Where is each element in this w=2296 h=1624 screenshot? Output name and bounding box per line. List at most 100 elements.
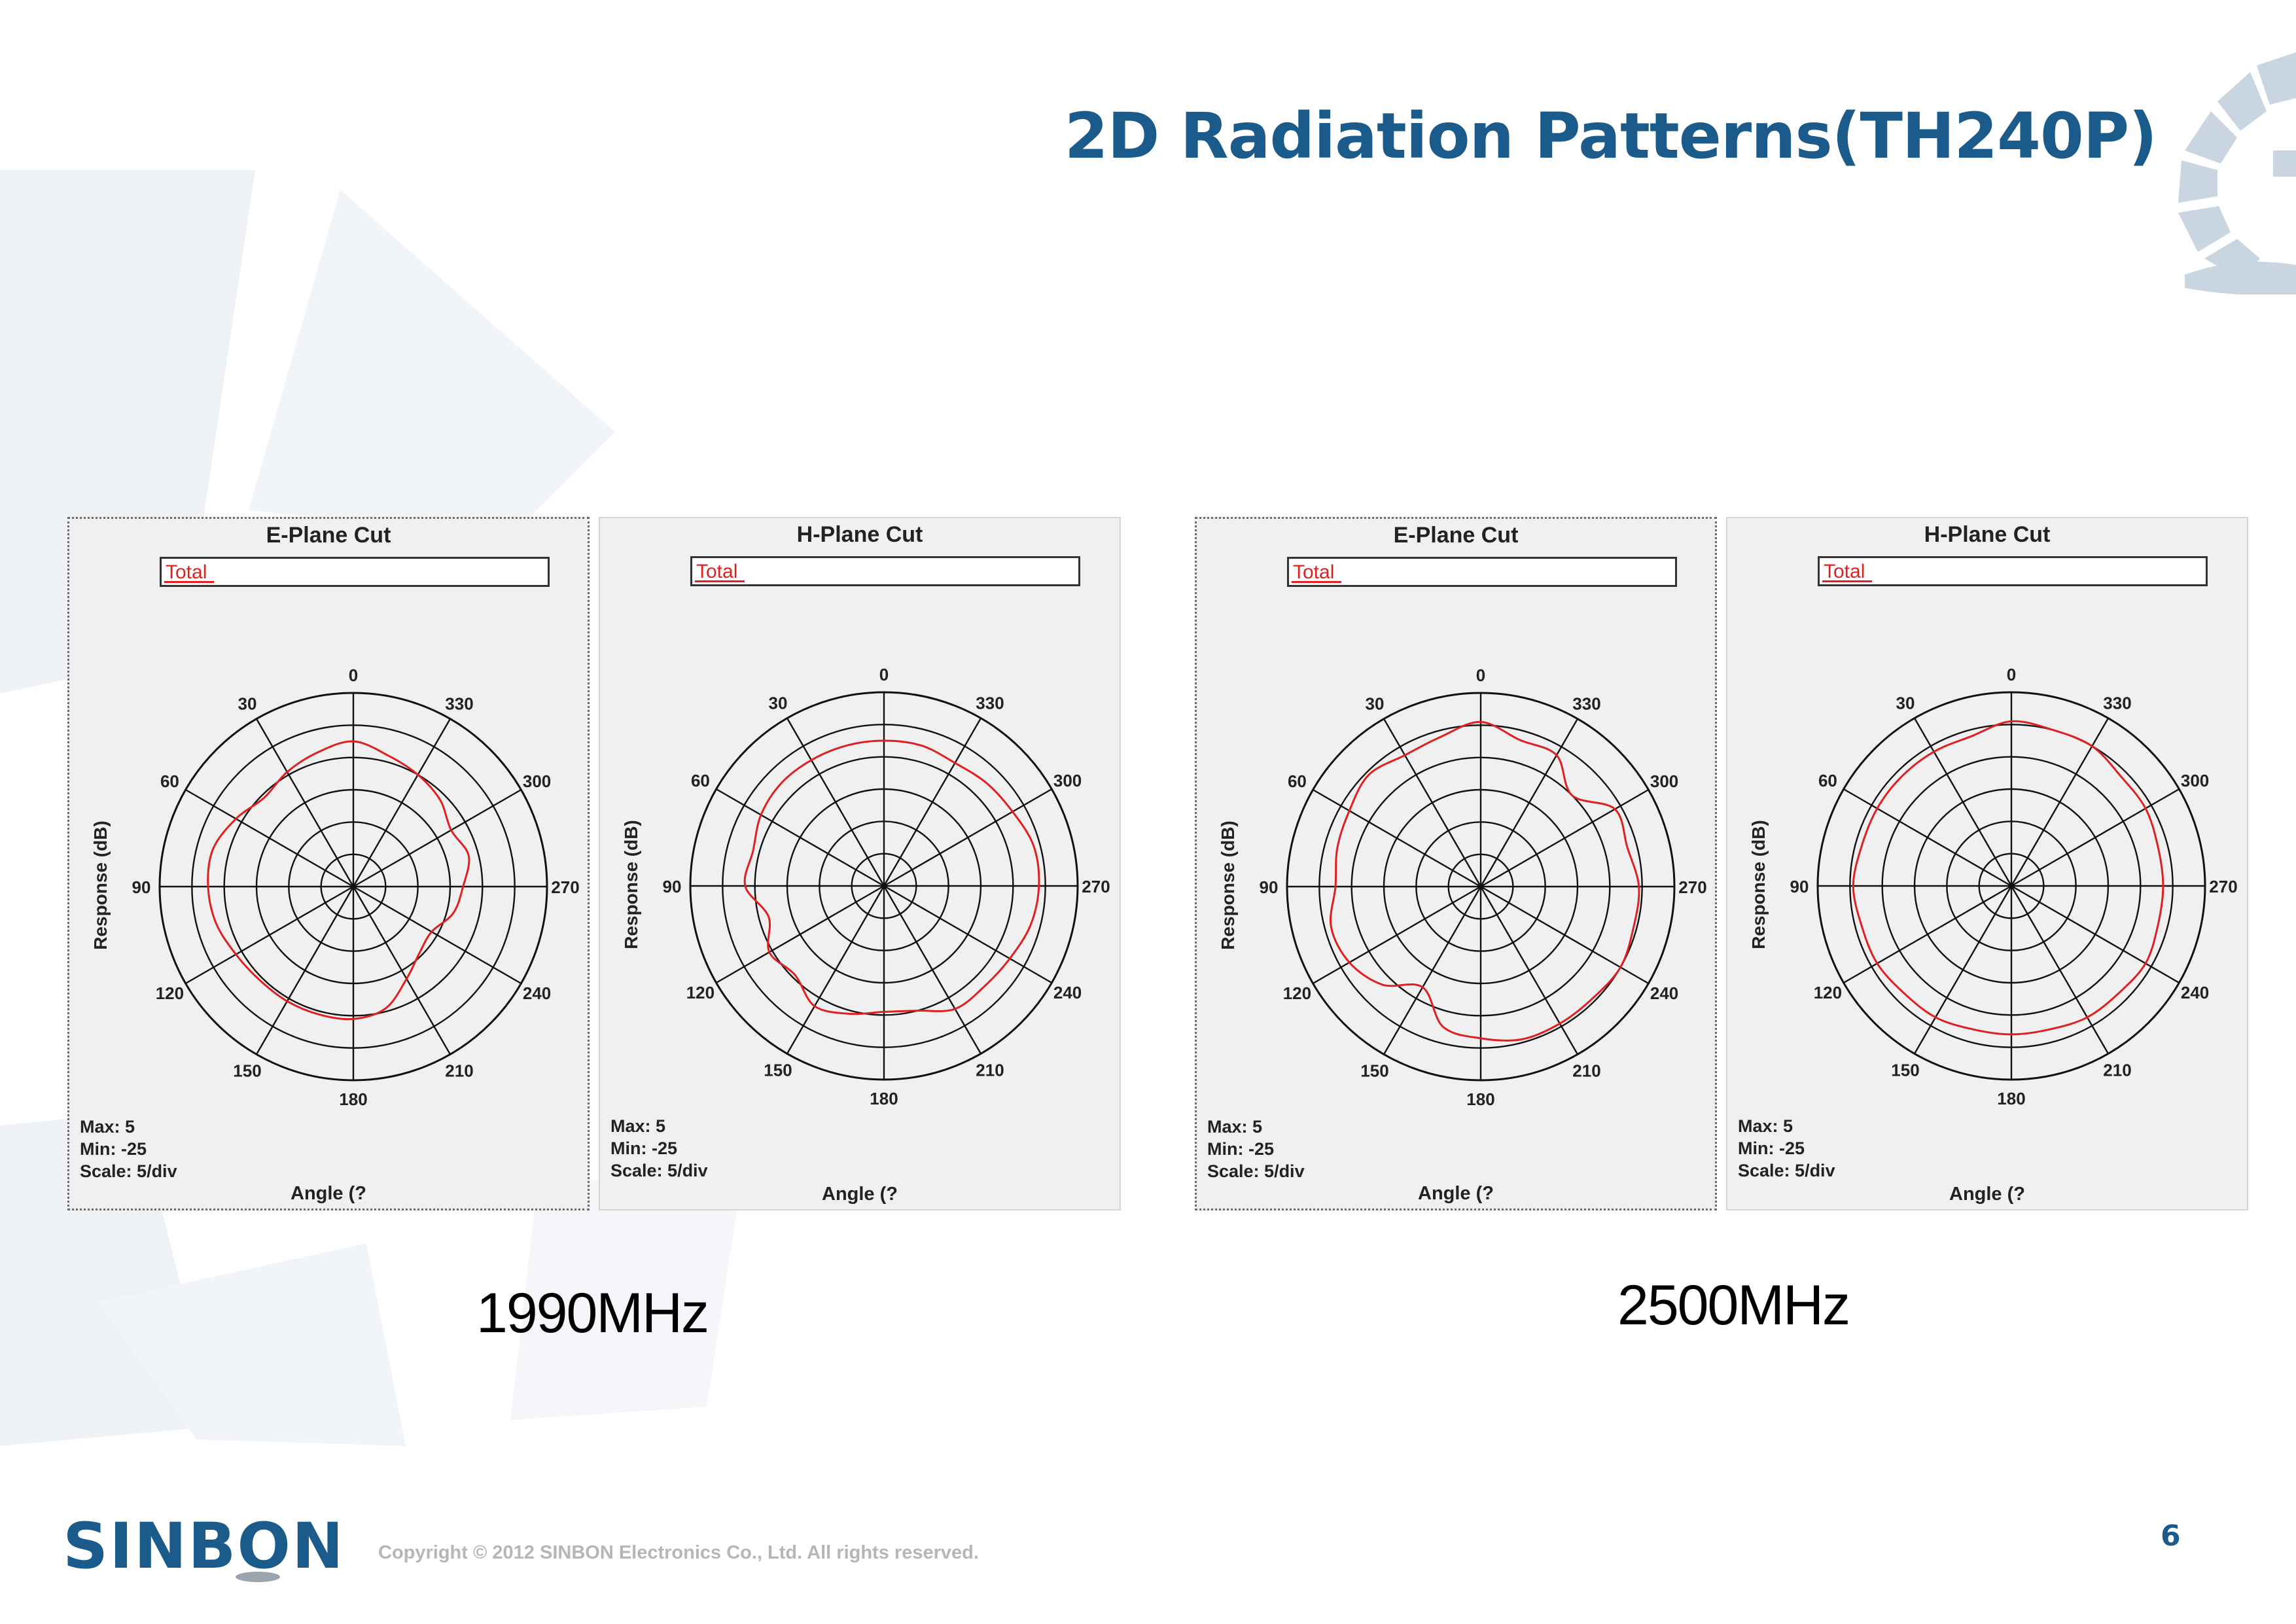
panel-title: H-Plane Cut: [1924, 522, 2051, 547]
stat-min: Min: -25: [1207, 1139, 1275, 1159]
angle-tick-label: 30: [238, 694, 257, 713]
angle-tick-label: 150: [1891, 1061, 1919, 1080]
angle-tick-label: 270: [2209, 877, 2237, 896]
legend: Total: [1818, 556, 2208, 586]
angle-tick-label: 330: [2103, 693, 2131, 713]
angle-tick-label: 210: [1572, 1061, 1600, 1081]
angle-tick-label: 150: [764, 1061, 792, 1080]
frequency-label-2: 2500MHz: [1617, 1274, 1850, 1337]
stat-min: Min: -25: [1738, 1139, 1805, 1158]
stat-max: Max: 5: [1738, 1116, 1793, 1136]
grid-spoke: [255, 886, 355, 1055]
stats-block: Max: 5 Min: -25 Scale: 5/div: [1738, 1115, 1835, 1182]
grid-spoke: [716, 788, 885, 887]
grid-spoke: [2010, 718, 2110, 887]
legend: Total: [690, 556, 1080, 586]
polar-grid: 0 30 60 90 120 150 180 210 240 270 300 330: [132, 665, 580, 1109]
angle-tick-label: 180: [1997, 1089, 2025, 1108]
polar-grid: 0 30 60 90 120 150 180 210 240 270 300 330: [1790, 665, 2238, 1108]
panel-title: E-Plane Cut: [266, 523, 391, 548]
angle-tick-label: 270: [551, 877, 579, 897]
y-axis-label: Response (dB): [90, 821, 111, 950]
grid-spoke: [352, 886, 451, 1055]
stat-min: Min: -25: [80, 1139, 147, 1159]
polar-grid: 0 30 60 90 120 150 180 210 240 270 300 330: [663, 665, 1110, 1108]
stat-scale: Scale: 5/div: [1207, 1161, 1305, 1181]
legend-swatch: [1822, 580, 1872, 582]
x-axis-label: Angle (?: [1949, 1184, 2025, 1205]
angle-tick-label: 60: [1818, 771, 1837, 790]
angle-tick-label: 150: [1360, 1061, 1388, 1081]
grid-spoke: [1913, 885, 2013, 1054]
angle-tick-label: 240: [1650, 983, 1678, 1003]
grid-spoke: [1383, 718, 1482, 887]
grid-spoke: [2011, 885, 2180, 984]
legend-swatch: [164, 581, 214, 583]
legend-label: Total: [166, 561, 207, 583]
grid-spoke: [1313, 885, 1481, 985]
y-axis-label: Response (dB): [1748, 820, 1769, 949]
series-line-total: [743, 739, 1040, 1015]
grid-spoke: [2011, 788, 2180, 887]
angle-tick-label: 150: [233, 1061, 261, 1081]
x-axis-label: Angle (?: [291, 1183, 366, 1204]
angle-tick-label: 180: [339, 1089, 367, 1109]
angle-tick-label: 0: [2007, 665, 2016, 684]
angle-tick-label: 0: [879, 665, 889, 684]
angle-tick-label: 90: [1260, 877, 1279, 897]
panel-title: H-Plane Cut: [796, 522, 923, 547]
pattern-group-2500mhz: E-Plane Cut Total 0 30 60 90 120 150 180 210 240…: [1195, 517, 2255, 1212]
series-line-total: [1329, 720, 1640, 1042]
polar-grid: 0 30 60 90 120 150 180 210 240 270 300 330: [1260, 665, 1707, 1109]
legend-label: Total: [1824, 561, 1865, 582]
angle-tick-label: 30: [1366, 694, 1385, 713]
angle-tick-label: 90: [1790, 877, 1809, 896]
e-plane-panel: E-Plane Cut Total 0 30 60 90 120 150 180 210 240…: [67, 517, 590, 1210]
angle-tick-label: 120: [1814, 983, 1842, 1002]
grid-spoke: [786, 718, 885, 887]
grid-spoke: [353, 788, 521, 888]
angle-tick-label: 330: [976, 693, 1004, 713]
grid-spoke: [185, 885, 354, 985]
grid-spoke: [2010, 885, 2110, 1054]
stat-scale: Scale: 5/div: [610, 1161, 708, 1180]
grid-spoke: [786, 885, 885, 1054]
stats-block: Max: 5 Min: -25 Scale: 5/div: [1207, 1116, 1305, 1182]
page-title: 2D Radiation Patterns(TH240P): [1064, 99, 2157, 173]
angle-tick-label: 300: [1650, 771, 1678, 791]
grid-spoke: [883, 885, 982, 1054]
angle-tick-label: 270: [1082, 877, 1110, 896]
angle-tick-label: 300: [523, 771, 551, 791]
grid-spoke: [1479, 718, 1579, 887]
polar-chart-e-plane-1990: 0 30 60 90 120 150 180 210 240 270 300 330: [132, 665, 580, 1109]
polar-chart-e-plane-2500: 0 30 60 90 120 150 180 210 240 270 300 330: [1260, 665, 1707, 1109]
legend: Total: [1287, 557, 1677, 587]
angle-tick-label: 60: [160, 771, 179, 791]
stats-block: Max: 5 Min: -25 Scale: 5/div: [610, 1115, 708, 1182]
stat-max: Max: 5: [80, 1117, 135, 1137]
stats-block: Max: 5 Min: -25 Scale: 5/div: [80, 1116, 177, 1182]
h-plane-panel: H-Plane Cut Total 0 30 60 90 120 150 180 210 240…: [1726, 517, 2248, 1210]
angle-tick-label: 0: [1476, 665, 1485, 685]
legend-swatch: [1292, 581, 1341, 583]
angle-tick-label: 240: [2181, 983, 2209, 1002]
y-axis-label: Response (dB): [1218, 821, 1238, 950]
grid-spoke: [883, 718, 982, 887]
angle-tick-label: 90: [132, 877, 151, 897]
angle-tick-label: 240: [1053, 983, 1082, 1002]
angle-tick-label: 300: [1053, 771, 1082, 790]
grid-spoke: [1480, 788, 1649, 888]
grid-spoke: [1843, 885, 2012, 984]
grid-spoke: [185, 788, 354, 888]
angle-tick-label: 30: [1896, 693, 1915, 713]
x-axis-label: Angle (?: [1418, 1183, 1494, 1204]
pattern-group-1990mhz: E-Plane Cut Total 0 30 60 90 120 150 180 210 240…: [67, 517, 1127, 1212]
grid-spoke: [255, 718, 355, 887]
page-number: 6: [2161, 1519, 2181, 1553]
logo-wordmark: SINBON: [63, 1511, 338, 1583]
stat-scale: Scale: 5/div: [80, 1161, 177, 1181]
grid-spoke: [883, 788, 1052, 887]
legend-swatch: [695, 580, 745, 582]
angle-tick-label: 330: [445, 694, 473, 713]
stat-max: Max: 5: [610, 1116, 666, 1136]
